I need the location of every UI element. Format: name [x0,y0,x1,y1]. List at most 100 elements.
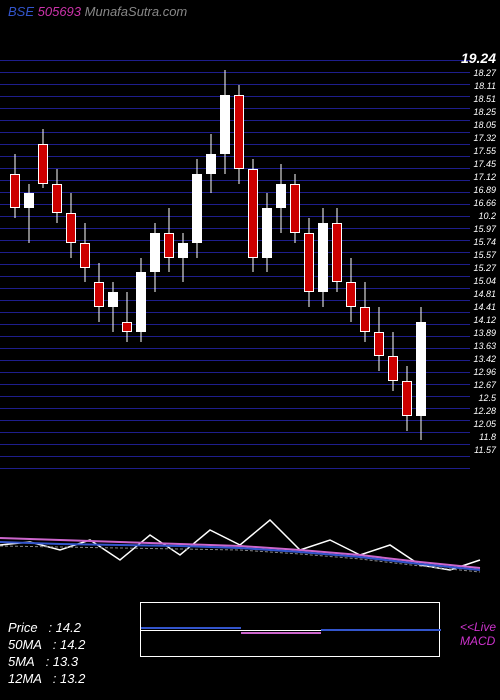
gridline [0,456,470,457]
candle [52,169,62,223]
candle [248,159,258,273]
gridline [0,444,470,445]
gridline [0,360,470,361]
candle [150,223,160,292]
y-axis-label: 18.27 [473,68,496,78]
gridline [0,468,470,469]
candle [402,366,412,430]
y-axis-label: 17.32 [473,133,496,143]
gridline [0,408,470,409]
candle [388,332,398,391]
y-axis-label: 12.5 [478,393,496,403]
gridline [0,336,470,337]
gridline [0,300,470,301]
y-axis-label: 14.12 [473,315,496,325]
gridline [0,396,470,397]
candle [276,164,286,233]
live-macd-label: <<Live MACD [460,620,496,648]
gridline [0,72,470,73]
y-axis-label: 18.05 [473,120,496,130]
y-axis-label: 14.81 [473,289,496,299]
y-axis-label: 16.89 [473,185,496,195]
candle [346,258,356,322]
candle [360,282,370,341]
stats-panel: Price : 14.250MA : 14.25MA : 13.312MA : … [8,620,85,688]
candle [332,208,342,292]
y-axis-label: 15.04 [473,276,496,286]
y-axis-label: 10.2 [478,211,496,221]
macd-segment [321,629,441,631]
candle [416,307,426,440]
candle [66,193,76,257]
live-text: <<Live [460,620,496,634]
y-axis-label: 13.89 [473,328,496,338]
y-axis-label: 15.74 [473,237,496,247]
stat-row: Price : 14.2 [8,620,85,637]
y-axis-label: 13.63 [473,341,496,351]
candle [234,85,244,184]
stat-row: 12MA : 13.2 [8,671,85,688]
macd-box [140,602,440,657]
candle [108,282,118,331]
gridline [0,420,470,421]
macd-text: MACD [460,634,496,648]
y-axis-label: 12.28 [473,406,496,416]
y-axis-label: 12.96 [473,367,496,377]
y-axis-label: 17.45 [473,159,496,169]
candle [136,258,146,342]
candle [94,263,104,322]
y-axis-label: 17.55 [473,146,496,156]
y-axis-label: 18.11 [474,81,496,91]
gridline [0,276,470,277]
candle [206,134,216,193]
gridline [0,372,470,373]
y-axis-label: 15.27 [473,263,496,273]
stat-row: 5MA : 13.3 [8,654,85,671]
chart-header: BSE 505693 MunafaSutra.com [8,4,187,19]
indicator-line-ma3 [0,546,480,572]
y-axis-labels: 19.24 18.2718.1118.5118.2518.0517.3217.5… [458,60,498,480]
candle [290,174,300,243]
y-axis-label: 18.25 [473,107,496,117]
gridline [0,432,470,433]
candle [192,159,202,258]
candle [374,307,384,371]
y-axis-label: 13.42 [473,354,496,364]
y-axis-label: 11.8 [479,432,496,442]
y-axis-label: 11.57 [474,445,496,455]
gridline [0,312,470,313]
y-axis-label: 12.05 [473,419,496,429]
gridline [0,324,470,325]
stat-row: 50MA : 14.2 [8,637,85,654]
gridline [0,384,470,385]
candle [262,193,272,272]
y-axis-label: 17.12 [473,172,496,182]
candle [38,129,48,188]
gridline [0,60,470,61]
macd-segment [241,632,321,634]
candlestick-chart[interactable] [0,60,470,480]
candle [24,184,34,243]
y-axis-label: 15.57 [473,250,496,260]
gridline [0,264,470,265]
candle [10,154,20,218]
symbol-label: 505693 [38,4,81,19]
y-axis-label: 14.41 [473,302,496,312]
exchange-label: BSE [8,4,34,19]
current-price-label: 19.24 [461,50,496,66]
candle [164,208,174,272]
candle [220,70,230,174]
gridline [0,288,470,289]
candle [318,208,328,307]
gridline [0,348,470,349]
candle [178,233,188,282]
indicator-lines [0,490,500,610]
indicator-panel[interactable] [0,490,500,610]
candle [80,223,90,282]
site-label: MunafaSutra.com [85,4,188,19]
candle [122,292,132,341]
y-axis-label: 18.51 [473,94,496,104]
macd-segment [141,627,241,629]
y-axis-label: 16.66 [473,198,496,208]
y-axis-label: 12.67 [473,380,496,390]
